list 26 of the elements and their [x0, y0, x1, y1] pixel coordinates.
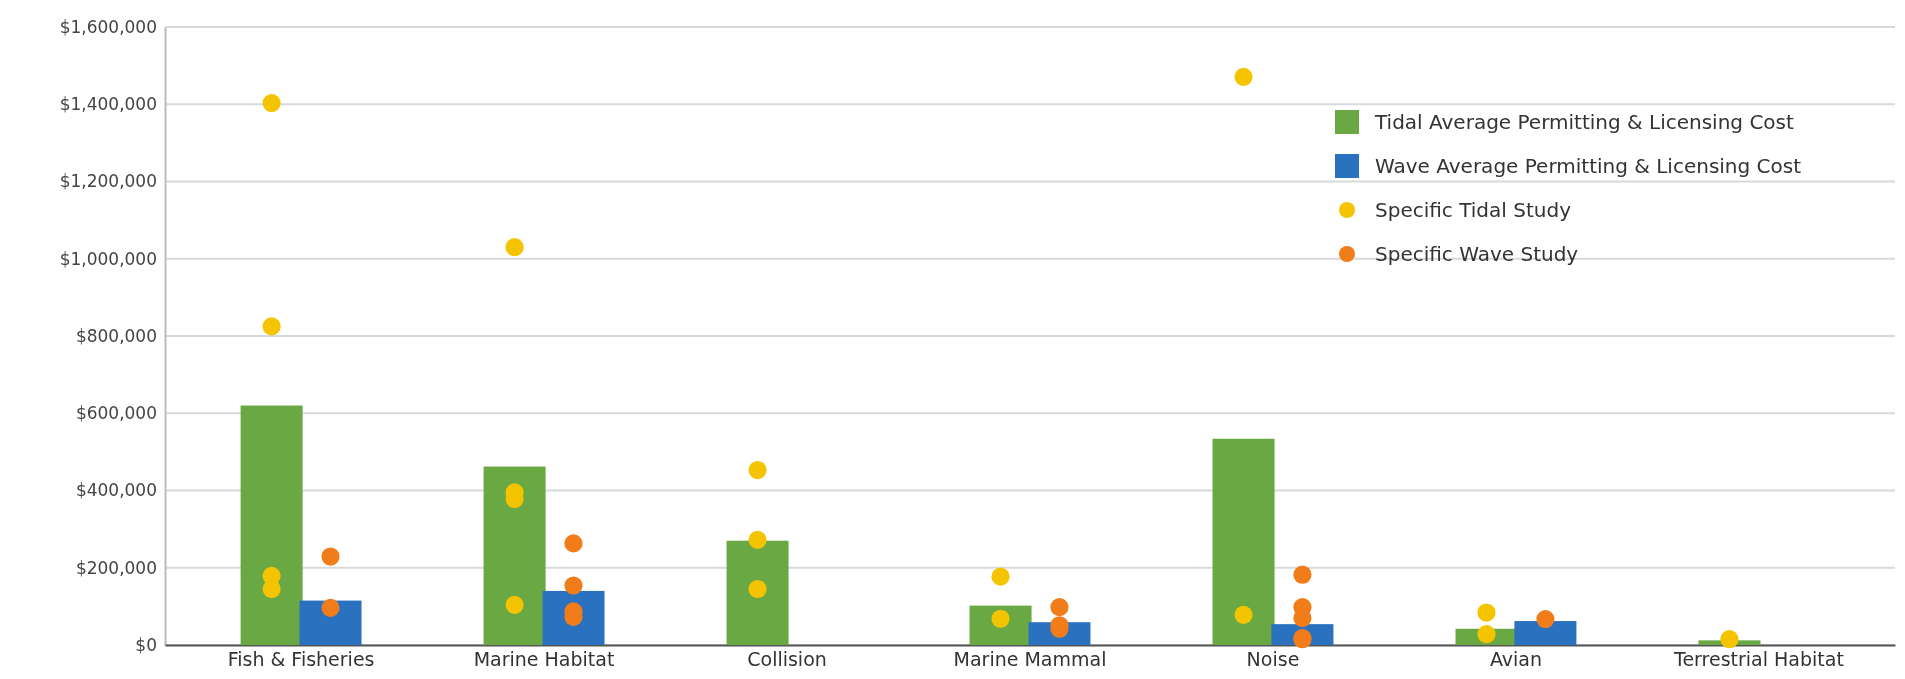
x-tick-label: Avian [1489, 648, 1542, 671]
y-tick-label: $1,400,000 [59, 94, 157, 115]
x-tick-label: Fish & Fisheries [227, 648, 375, 671]
bar [726, 540, 789, 645]
x-tick-label: Marine Habitat [473, 648, 615, 671]
y-tick-label: $200,000 [75, 557, 157, 578]
x-tick-label: Marine Mammal [953, 648, 1107, 671]
legend-label: Specific Tidal Study [1375, 198, 1572, 222]
legend-label: Wave Average Permitting & Licensing Cost [1375, 154, 1802, 178]
x-tick-label: Noise [1246, 648, 1300, 671]
y-tick-label: $1,600,000 [59, 16, 157, 37]
x-tick-label: Terrestrial Habitat [1673, 648, 1844, 671]
bar [1212, 438, 1275, 645]
bar [299, 600, 362, 645]
y-tick-label: $0 [135, 634, 157, 655]
bar [483, 466, 546, 645]
y-tick-label: $1,200,000 [59, 171, 157, 192]
legend-label: Tidal Average Permitting & Licensing Cost [1374, 110, 1794, 134]
bar [240, 405, 303, 645]
legend-label: Specific Wave Study [1375, 242, 1579, 266]
y-tick-label: $400,000 [75, 480, 157, 501]
y-tick-label: $800,000 [75, 325, 157, 346]
x-tick-label: Collision [747, 648, 827, 671]
y-tick-label: $1,000,000 [59, 248, 157, 269]
y-tick-label: $600,000 [75, 403, 157, 424]
bar [1514, 621, 1577, 645]
